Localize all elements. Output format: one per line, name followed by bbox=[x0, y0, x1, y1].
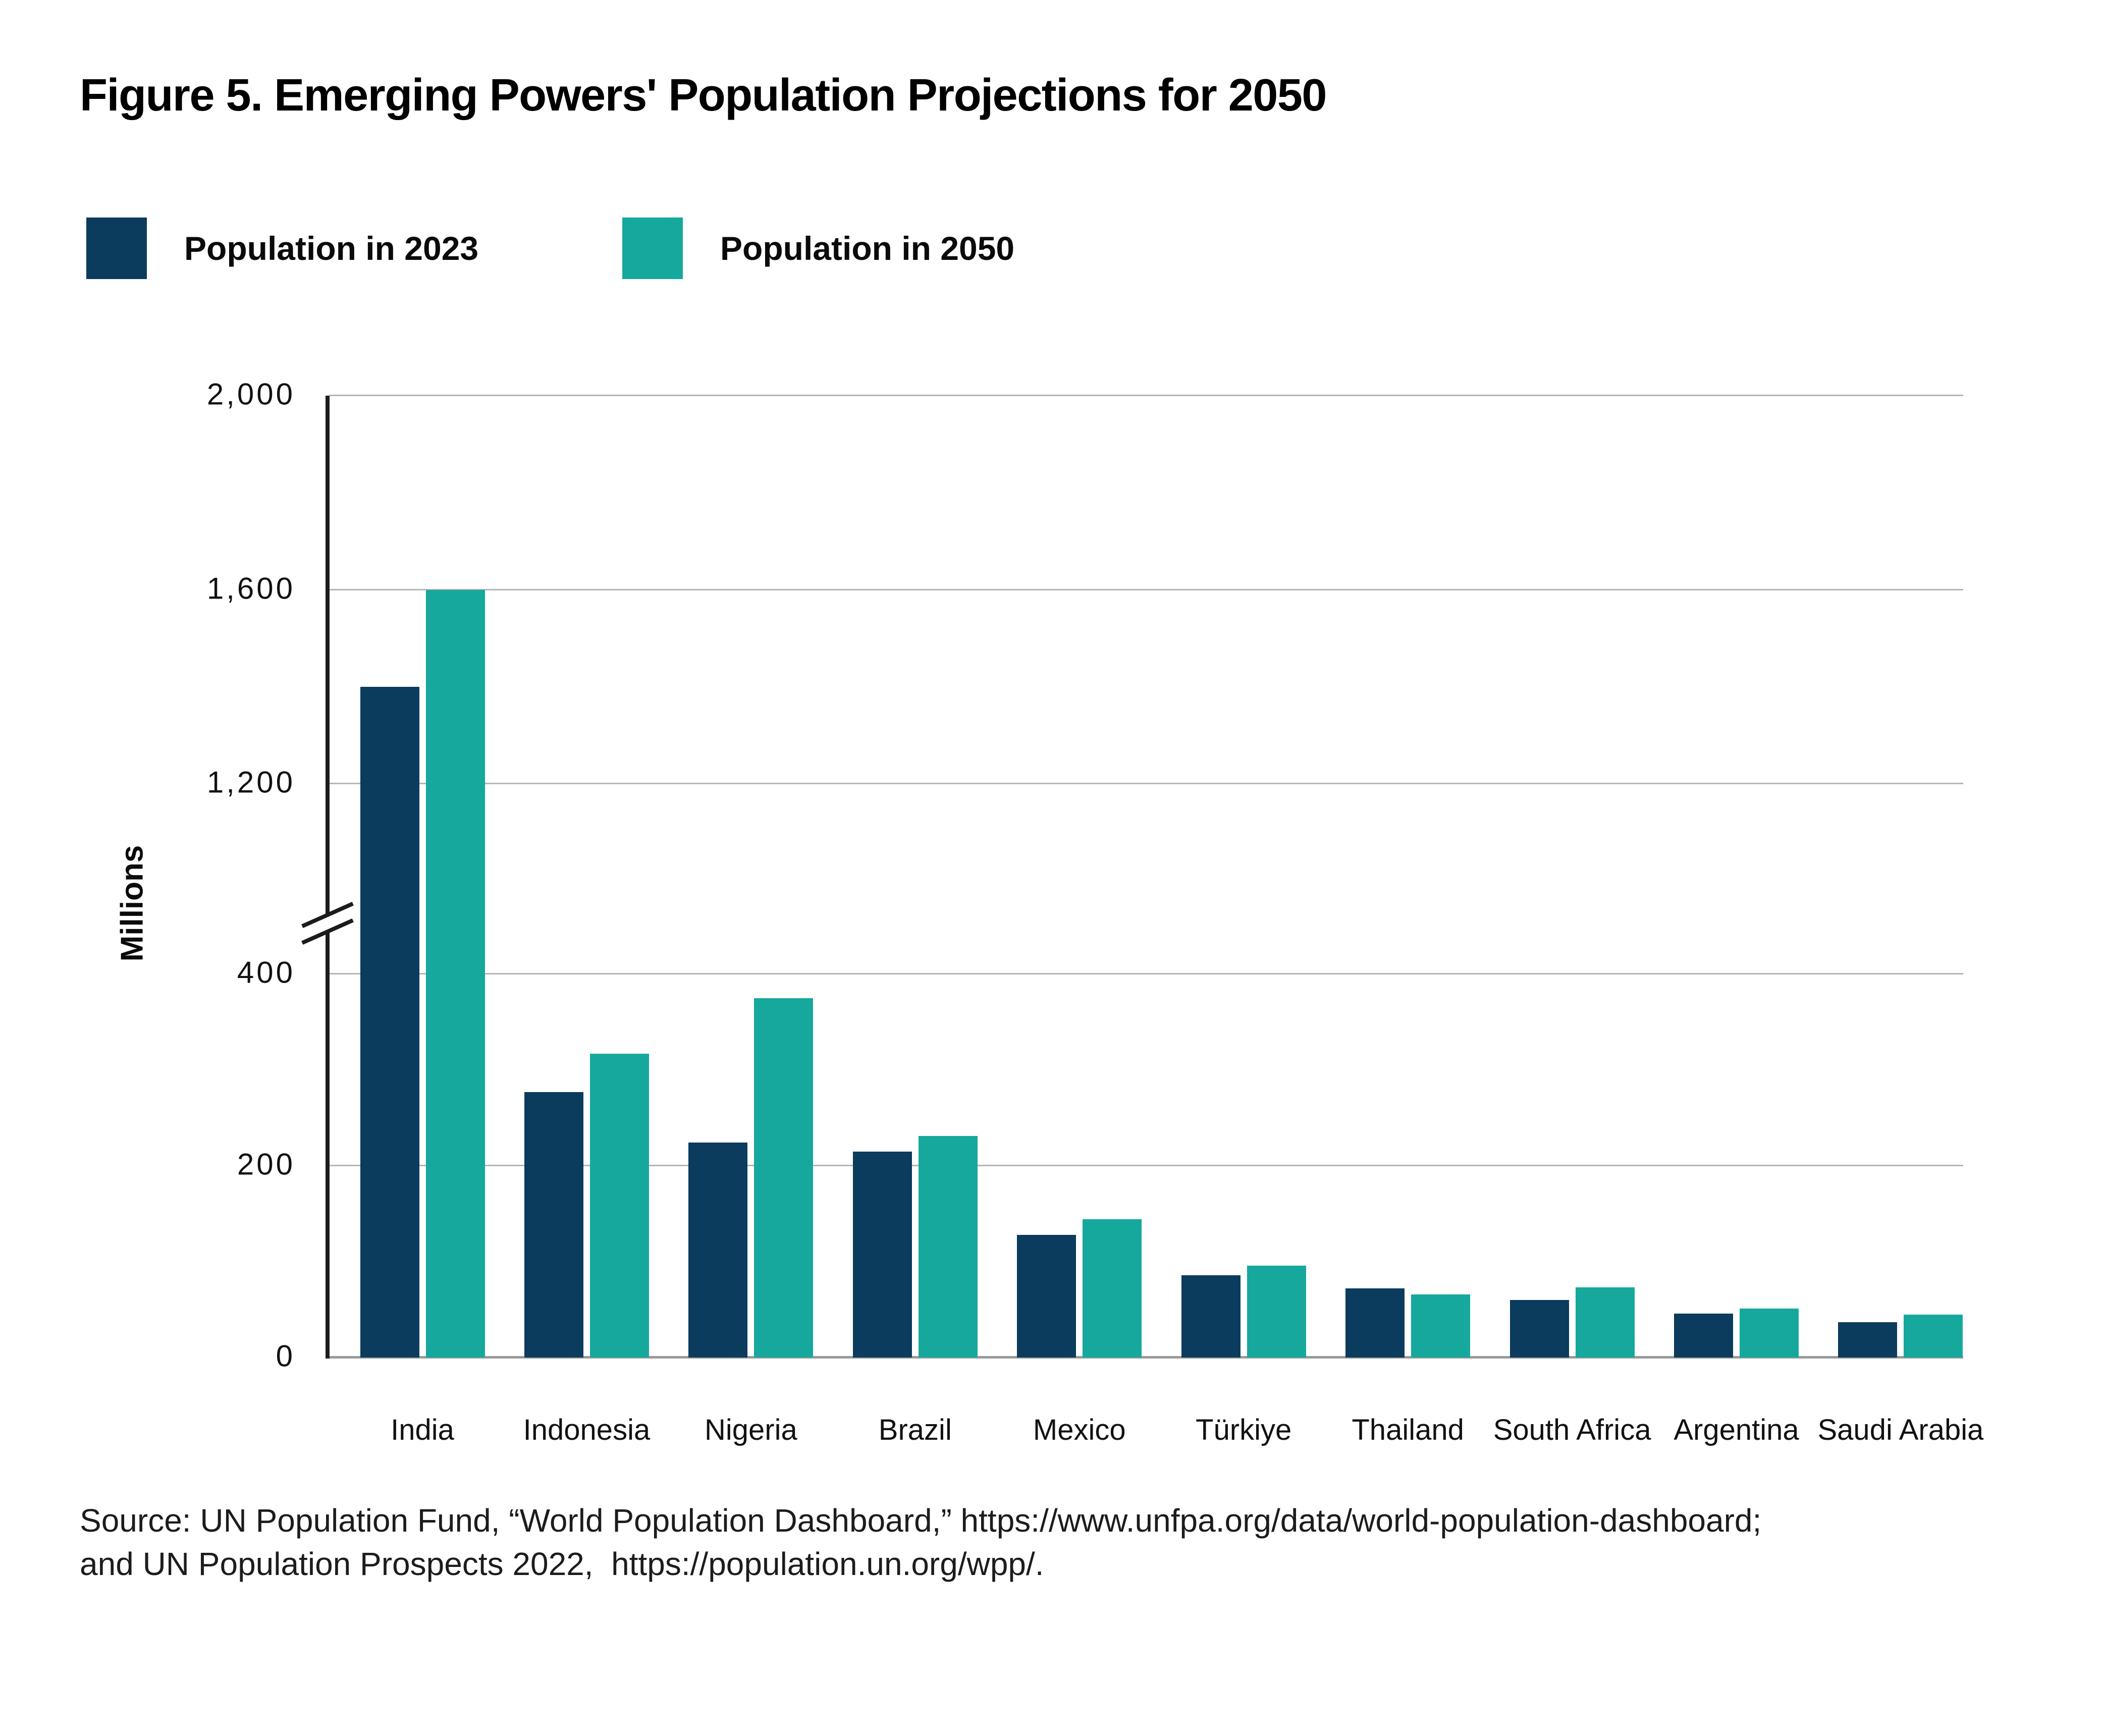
bar-2023-nigeria bbox=[688, 1143, 747, 1358]
bar-2023-india bbox=[360, 687, 419, 1358]
x-label-nigeria: Nigeria bbox=[705, 1414, 797, 1446]
gridline-1200 bbox=[329, 783, 1963, 784]
bar-2023-brazil bbox=[853, 1152, 912, 1358]
bar-2050-saudi-arabia bbox=[1904, 1315, 1963, 1358]
y-tick-label-200: 200 bbox=[237, 1147, 295, 1181]
bar-2050-thailand bbox=[1411, 1294, 1470, 1358]
x-label-thailand: Thailand bbox=[1352, 1414, 1464, 1446]
x-label-brazil: Brazil bbox=[878, 1414, 952, 1446]
bar-2050-t-rkiye bbox=[1247, 1266, 1306, 1358]
legend-swatch-2023 bbox=[86, 218, 147, 279]
bar-2023-south-africa bbox=[1510, 1300, 1569, 1358]
y-tick-label-0: 0 bbox=[276, 1339, 295, 1373]
bar-2050-argentina bbox=[1740, 1309, 1799, 1358]
bar-2050-nigeria bbox=[754, 998, 813, 1358]
x-label-mexico: Mexico bbox=[1033, 1414, 1126, 1446]
bar-2023-indonesia bbox=[524, 1092, 583, 1358]
y-axis-title: Millions bbox=[115, 845, 150, 962]
bar-2023-thailand bbox=[1345, 1288, 1405, 1358]
plot-area bbox=[329, 395, 1963, 1359]
y-tick-label-1600: 1,600 bbox=[206, 571, 295, 606]
y-tick-label-2000: 2,000 bbox=[206, 377, 295, 411]
bar-2023-argentina bbox=[1674, 1314, 1733, 1358]
gridline-400 bbox=[329, 973, 1963, 974]
x-axis-baseline bbox=[329, 1356, 1963, 1359]
legend-label-2050: Population in 2050 bbox=[720, 230, 1015, 267]
x-label-argentina: Argentina bbox=[1674, 1414, 1799, 1446]
y-axis-line bbox=[326, 396, 330, 1359]
x-label-t-rkiye: Türkiye bbox=[1196, 1414, 1292, 1446]
bar-2023-saudi-arabia bbox=[1838, 1322, 1897, 1358]
x-label-south-africa: South Africa bbox=[1493, 1414, 1651, 1446]
y-tick-label-1200: 1,200 bbox=[206, 765, 295, 799]
x-label-india: India bbox=[391, 1414, 454, 1446]
figure-title: Figure 5. Emerging Powers' Population Pr… bbox=[80, 70, 1327, 121]
gridline-200 bbox=[329, 1165, 1963, 1166]
bar-2023-t-rkiye bbox=[1181, 1275, 1241, 1358]
x-label-saudi-arabia: Saudi Arabia bbox=[1817, 1414, 1984, 1446]
legend-swatch-2050 bbox=[622, 218, 683, 279]
bar-2050-south-africa bbox=[1576, 1287, 1635, 1358]
bar-2023-mexico bbox=[1017, 1235, 1076, 1358]
gridline-1600 bbox=[329, 589, 1963, 590]
x-label-indonesia: Indonesia bbox=[523, 1414, 651, 1446]
bar-2050-mexico bbox=[1083, 1219, 1142, 1358]
bar-2050-india bbox=[426, 590, 485, 1358]
source-line-1: Source: UN Population Fund, “World Popul… bbox=[80, 1502, 1762, 1539]
y-tick-label-400: 400 bbox=[237, 955, 295, 990]
gridline-2000 bbox=[329, 395, 1963, 396]
bar-2050-brazil bbox=[919, 1136, 978, 1358]
legend-label-2023: Population in 2023 bbox=[184, 230, 479, 267]
bar-2050-indonesia bbox=[590, 1054, 649, 1358]
source-line-2: and UN Population Prospects 2022, https:… bbox=[80, 1546, 1044, 1582]
